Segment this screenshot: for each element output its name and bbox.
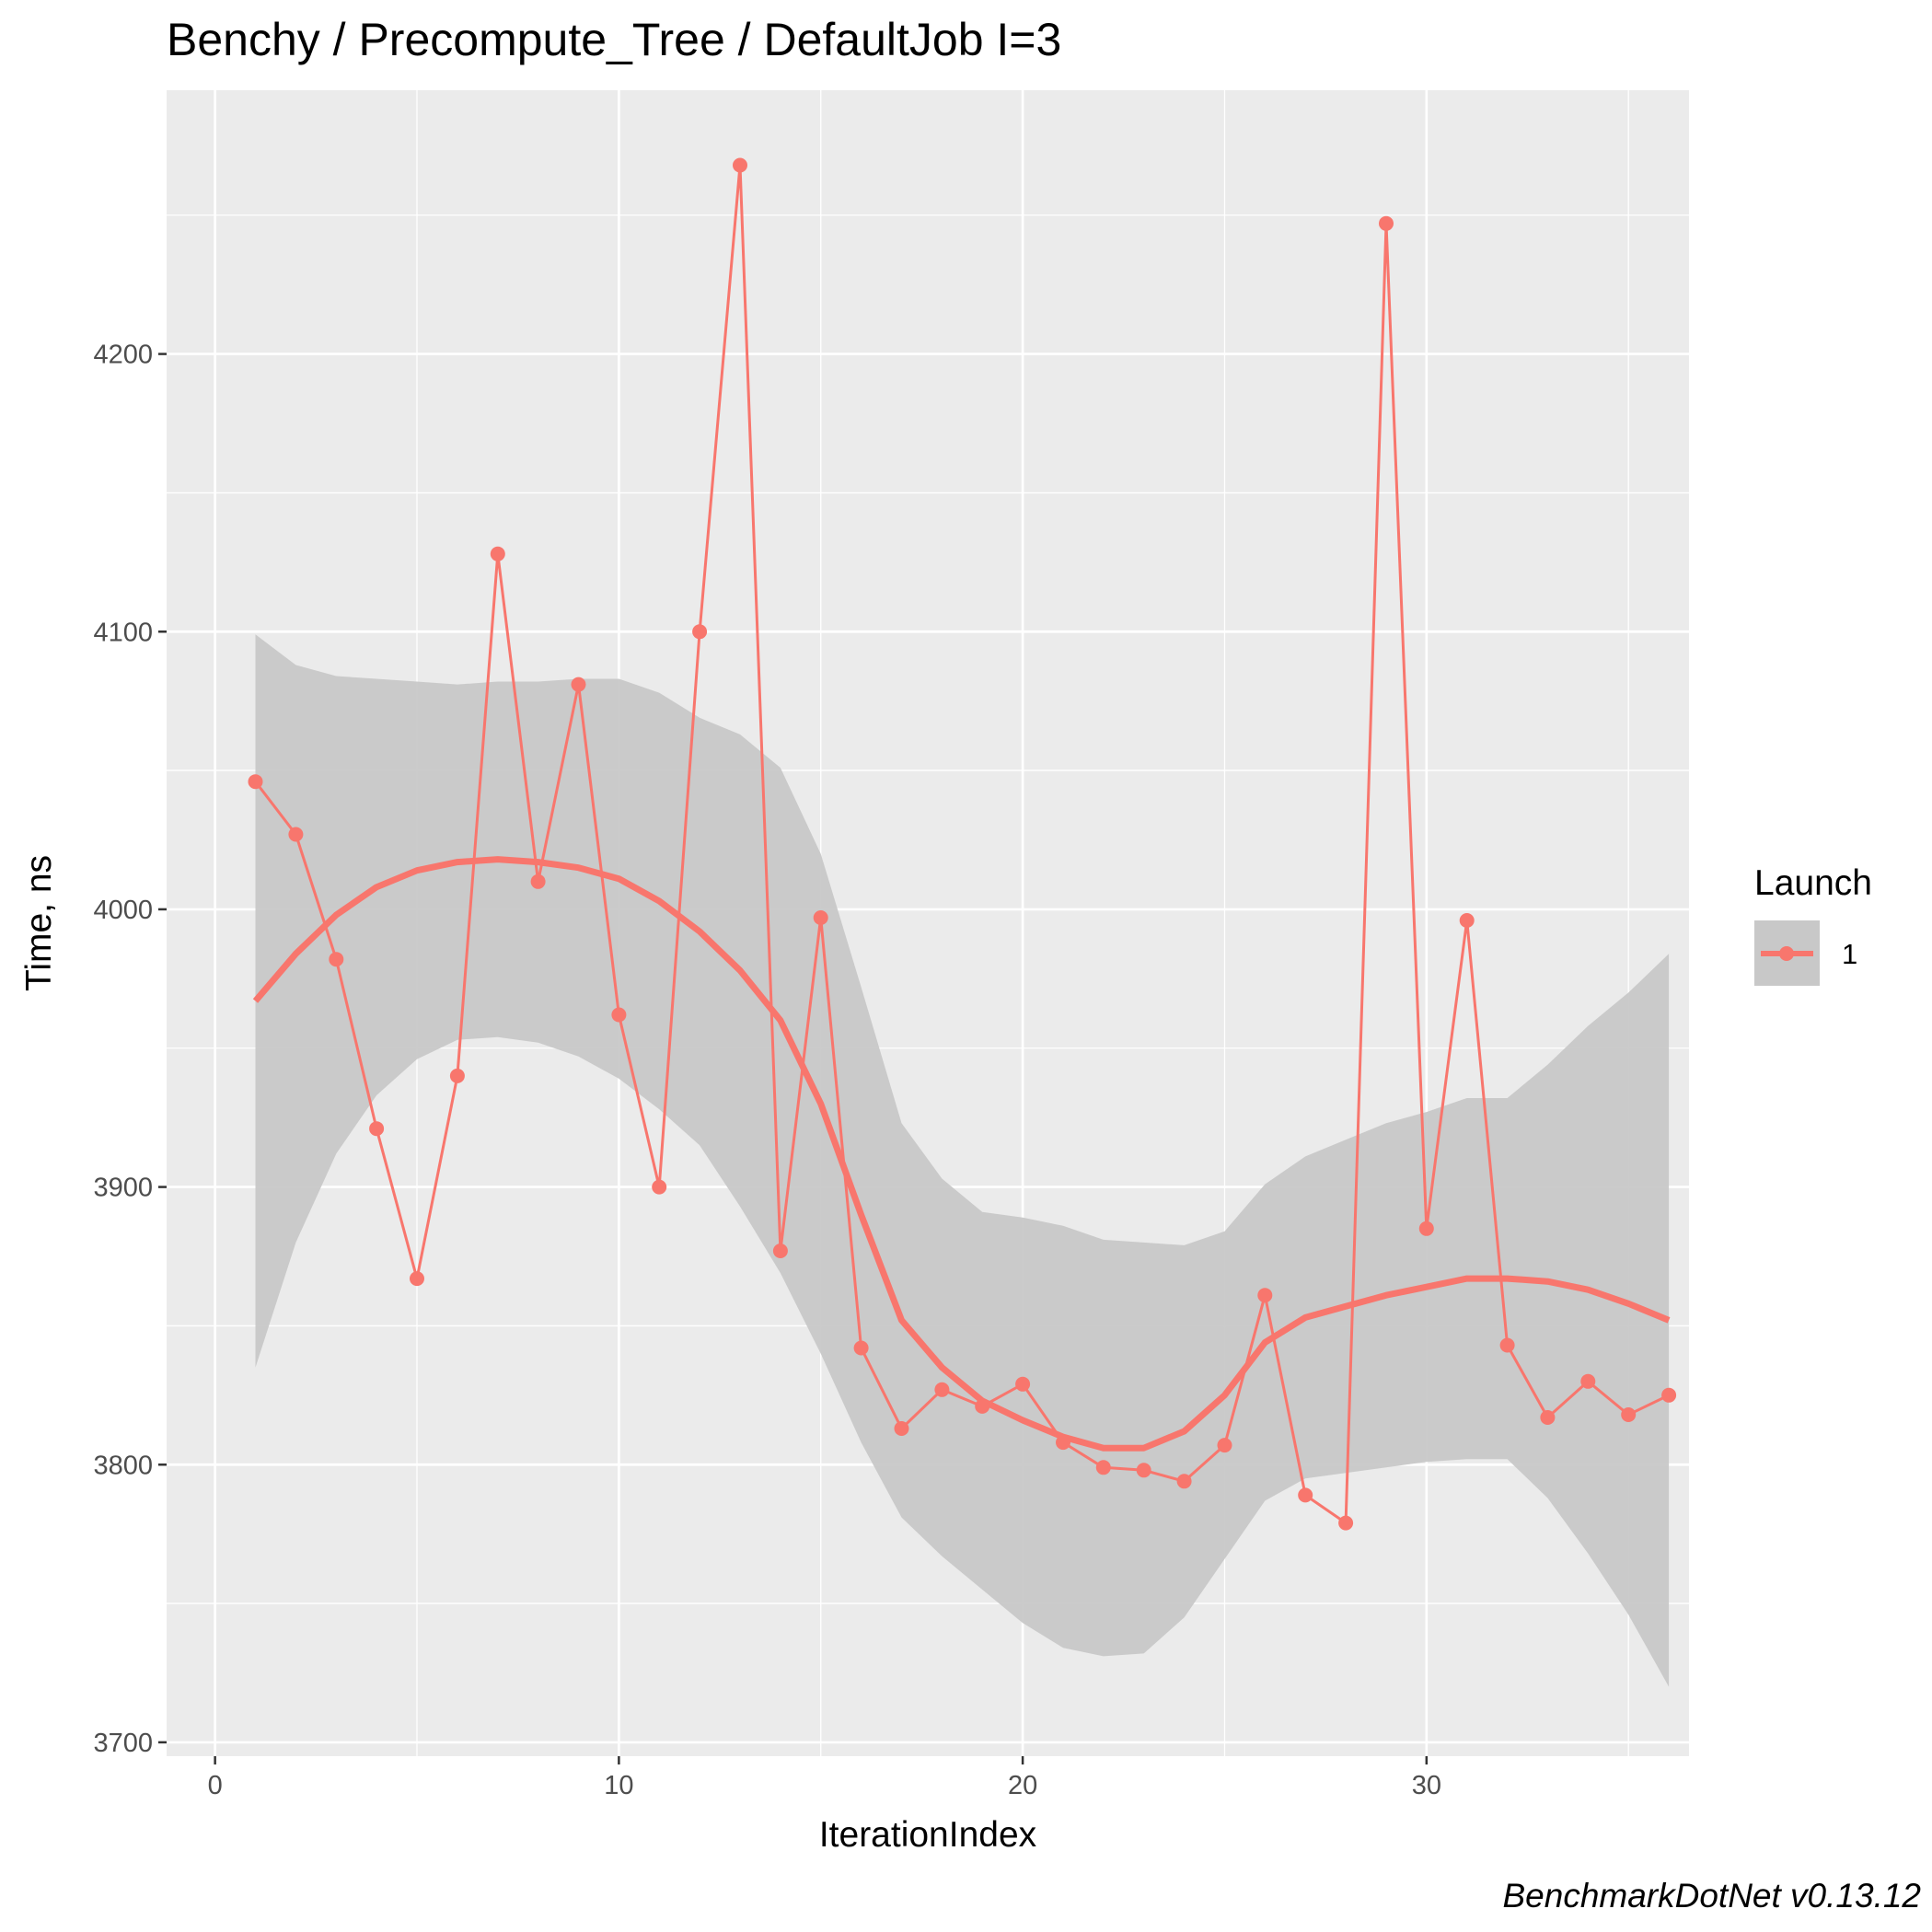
data-point xyxy=(1499,1337,1515,1353)
data-point xyxy=(975,1398,990,1414)
y-axis: 3700 3800 3900 4000 4100 4200 xyxy=(93,341,167,1758)
y-axis-title: Time, ns xyxy=(19,855,59,991)
data-point xyxy=(248,774,263,790)
y-tick-label: 3900 xyxy=(93,1174,153,1203)
y-tick-label: 3700 xyxy=(93,1729,153,1758)
data-point xyxy=(410,1271,424,1287)
data-point xyxy=(1338,1515,1354,1531)
data-point xyxy=(490,546,505,561)
data-point xyxy=(692,624,708,640)
series-line-group xyxy=(254,164,1670,1525)
chart-title: Benchy / Precompute_Tree / DefaultJob I=… xyxy=(167,14,1062,65)
x-tick-label: 10 xyxy=(604,1771,633,1800)
smooth-line xyxy=(252,856,1671,1452)
data-point xyxy=(1418,1221,1434,1236)
data-point xyxy=(1540,1410,1556,1425)
data-point xyxy=(894,1421,909,1436)
legend: Launch 1 xyxy=(1754,863,1872,986)
data-point xyxy=(1459,913,1475,928)
legend-entry-label: 1 xyxy=(1842,938,1857,970)
data-point xyxy=(571,677,586,692)
data-point xyxy=(652,1179,667,1195)
data-point xyxy=(288,827,304,842)
data-point xyxy=(934,1382,950,1397)
x-axis-title: IterationIndex xyxy=(819,1815,1037,1855)
data-points xyxy=(248,157,1677,1531)
x-tick-label: 20 xyxy=(1008,1771,1037,1800)
caption: BenchmarkDotNet v0.13.12 xyxy=(1502,1877,1921,1915)
x-tick-label: 0 xyxy=(208,1771,223,1800)
data-point xyxy=(449,1068,465,1083)
data-point xyxy=(1379,215,1394,231)
y-tick-label: 3800 xyxy=(93,1451,153,1480)
data-point xyxy=(369,1121,385,1137)
y-tick-label: 4000 xyxy=(93,896,153,925)
data-point xyxy=(1621,1407,1637,1422)
data-point xyxy=(772,1244,788,1258)
data-point xyxy=(530,873,546,889)
data-point xyxy=(853,1340,869,1356)
legend-title: Launch xyxy=(1754,863,1872,903)
x-axis: 0 10 20 30 xyxy=(208,1756,1441,1800)
data-point xyxy=(1298,1487,1313,1503)
data-point xyxy=(1217,1438,1232,1453)
data-point xyxy=(1095,1460,1111,1475)
y-tick-label: 4200 xyxy=(93,341,153,370)
data-point xyxy=(1257,1288,1273,1303)
data-point xyxy=(329,952,344,967)
series-line xyxy=(254,164,1670,1525)
y-tick-label: 4100 xyxy=(93,618,153,647)
data-point xyxy=(1136,1463,1151,1478)
data-point xyxy=(1580,1373,1596,1389)
smooth-line-group xyxy=(252,856,1671,1452)
data-point xyxy=(1661,1387,1677,1403)
confidence-band-area xyxy=(255,634,1670,1687)
data-point xyxy=(1176,1474,1192,1489)
data-point xyxy=(733,157,747,173)
data-point xyxy=(611,1007,627,1023)
confidence-band xyxy=(255,634,1670,1687)
data-point xyxy=(1015,1376,1031,1392)
x-tick-label: 30 xyxy=(1412,1771,1441,1800)
data-point xyxy=(1056,1435,1070,1451)
data-point xyxy=(813,910,828,925)
legend-key-point xyxy=(1779,946,1794,961)
